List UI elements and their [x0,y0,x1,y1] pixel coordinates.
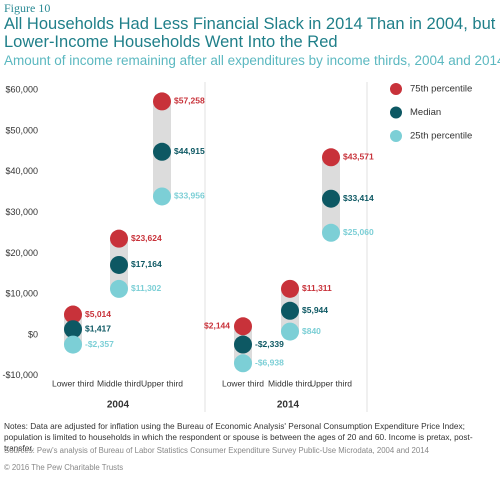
dot [234,354,252,373]
value-label: $11,302 [131,283,162,293]
legend-label: 75th percentile [410,84,472,95]
value-label: -$2,339 [255,339,284,349]
value-label: -$2,357 [85,339,114,349]
value-label: $33,414 [343,193,374,203]
dot [322,189,340,208]
value-label: $25,060 [343,227,374,237]
y-tick-label: $10,000 [5,289,38,299]
dot [234,335,252,354]
dot [281,279,299,298]
group-label: 2004 [107,400,130,411]
value-label: $43,571 [343,152,374,162]
dot [110,255,128,274]
value-label: $44,915 [174,146,205,156]
figure-label: Figure 10 [4,1,51,15]
value-label: $17,164 [131,259,162,269]
value-label: $11,311 [302,283,332,293]
y-tick-label: $20,000 [5,248,38,258]
x-tick-label: Lower third [222,378,264,388]
x-tick-label: Upper third [141,378,183,388]
notes: Notes: Data are adjusted for inflation u… [4,421,473,453]
value-label: $57,258 [174,96,205,106]
y-tick-label: -$10,000 [2,370,38,380]
value-label: $5,944 [302,305,328,315]
value-label: $2,144 [204,321,230,331]
y-tick-label: $0 [28,329,38,339]
dot [64,335,82,354]
x-tick-label: Middle third [268,378,312,388]
dot [153,92,171,111]
x-tick-label: Upper third [310,378,352,388]
dot [322,223,340,242]
value-label: $23,624 [131,233,162,243]
legend-marker [390,106,402,119]
dot [110,279,128,298]
group-label: 2014 [277,400,300,411]
dot [322,148,340,167]
value-label: $840 [302,326,321,336]
value-label: $1,417 [85,323,111,333]
dot [281,322,299,341]
y-tick-label: $60,000 [5,85,38,95]
legend-marker [390,130,402,142]
dot [110,229,128,248]
value-label: $5,014 [85,309,111,319]
legend-marker [390,83,402,95]
copyright: © 2016 The Pew Charitable Trusts [4,463,124,472]
dot [153,142,171,161]
dot [64,305,82,324]
y-tick-label: $30,000 [5,207,38,217]
source: Sources: Pew's analysis of Bureau of Lab… [4,446,429,455]
x-tick-label: Middle third [97,378,141,388]
value-label: -$6,938 [255,358,284,368]
dot [281,301,299,320]
chart-title: All Households Had Less Financial Slack … [4,15,496,51]
dot [234,317,252,336]
chart-subtitle: Amount of income remaining after all exp… [4,53,500,68]
legend-label: Median [410,107,441,118]
y-tick-label: $40,000 [5,166,38,176]
value-label: $33,956 [174,191,205,201]
x-tick-label: Lower third [52,378,94,388]
y-tick-label: $50,000 [5,125,38,135]
dot [64,320,82,339]
dot [153,187,171,206]
legend-label: 25th percentile [410,131,472,142]
